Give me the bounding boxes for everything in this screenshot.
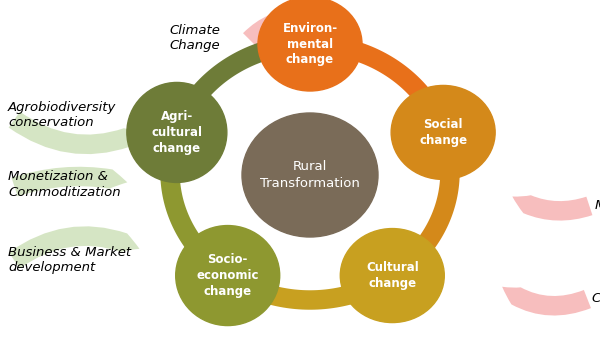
Ellipse shape (340, 228, 444, 323)
Text: Agrobiodiversity
conservation: Agrobiodiversity conservation (8, 101, 116, 130)
Text: Migration: Migration (595, 199, 600, 211)
Ellipse shape (242, 113, 378, 237)
Text: Climate
Change: Climate Change (169, 23, 220, 52)
Ellipse shape (176, 225, 280, 326)
FancyArrowPatch shape (243, 10, 316, 47)
FancyArrowPatch shape (11, 167, 127, 196)
Text: Monetization &
Commoditization: Monetization & Commoditization (8, 170, 121, 200)
FancyArrowPatch shape (512, 195, 592, 221)
Text: Socio-
economic
change: Socio- economic change (196, 253, 259, 298)
Text: Social
change: Social change (419, 118, 467, 147)
Text: Cultural
change: Cultural change (366, 261, 419, 290)
FancyArrowPatch shape (8, 226, 139, 268)
Text: Rural
Transformation: Rural Transformation (260, 160, 360, 190)
Ellipse shape (127, 82, 227, 183)
Text: Agri-
cultural
change: Agri- cultural change (151, 110, 202, 155)
Ellipse shape (258, 0, 362, 91)
Text: Cultural “loss”: Cultural “loss” (592, 291, 600, 305)
Text: Business & Market
development: Business & Market development (8, 245, 131, 274)
Ellipse shape (391, 85, 495, 180)
FancyArrowPatch shape (502, 287, 591, 316)
Text: Environ-
mental
change: Environ- mental change (283, 21, 338, 67)
FancyArrowPatch shape (8, 112, 142, 154)
